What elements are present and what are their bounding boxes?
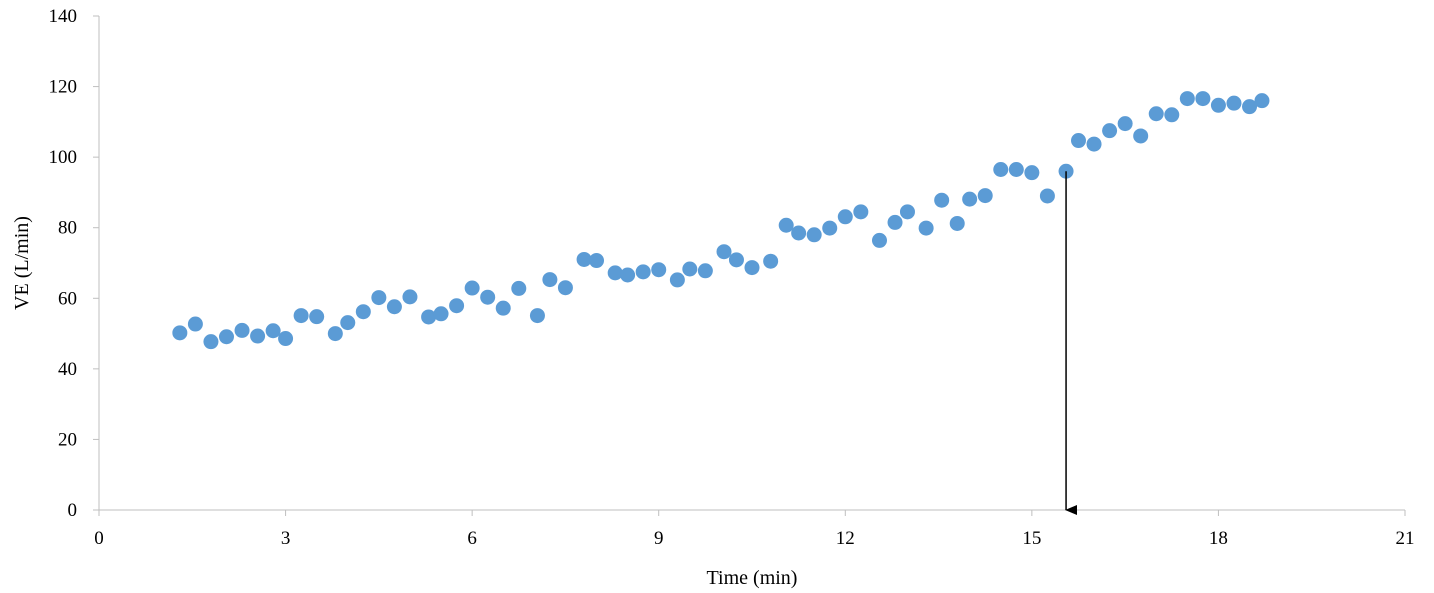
data-point [1008,161,1024,177]
data-point [511,280,527,296]
x-tick-label: 9 [654,528,664,549]
data-point [576,251,592,267]
data-point [887,214,903,230]
data-point [899,204,915,220]
data-point [495,300,511,316]
data-point [1179,91,1195,107]
x-tick-label: 18 [1209,528,1228,549]
data-point [682,261,698,277]
x-axis-title: Time (min) [707,567,798,589]
y-tick-label: 100 [49,147,78,168]
data-point [744,260,760,276]
data-point [278,331,294,347]
y-axis-title: VE (L/min) [11,216,33,310]
y-tick-label: 120 [49,77,78,98]
data-point [542,272,558,288]
data-point [837,209,853,225]
y-tick-label: 60 [58,288,77,309]
data-point [187,316,203,332]
data-point [1102,123,1118,139]
x-tick-label: 21 [1396,528,1415,549]
data-point [949,215,965,231]
x-tick-label: 12 [836,528,855,549]
data-point [778,217,794,233]
y-tick-label: 40 [58,359,77,380]
data-point [433,306,449,322]
x-tick-label: 15 [1022,528,1041,549]
data-point [1117,116,1133,132]
data-point [589,253,605,269]
data-point [1086,136,1102,152]
data-point [1148,106,1164,122]
data-point [1071,133,1086,149]
data-point [340,315,356,331]
axes: 0 20 40 60 80 100 120 140 0 3 6 9 12 15 18 21 [49,6,1415,549]
data-point [449,298,465,314]
data-point [1133,128,1149,144]
data-point [993,161,1009,177]
data-points [172,91,1270,350]
data-point [293,308,309,324]
data-point [557,280,573,296]
x-tick-label: 3 [281,528,291,549]
data-point [763,253,779,269]
data-point [1226,95,1242,111]
x-tick-label: 6 [467,528,477,549]
data-point [871,232,887,248]
data-point [529,308,545,324]
data-point [371,290,387,306]
data-point [464,280,480,296]
data-point [934,192,950,208]
data-point [1024,165,1040,181]
data-point [806,227,822,243]
data-point [669,272,685,288]
data-point [728,252,744,268]
data-point [480,289,496,305]
data-point [218,329,234,345]
y-tick-label: 140 [49,6,78,27]
data-point [635,264,651,280]
data-point [1195,91,1211,107]
data-point [977,188,993,204]
y-tick-label: 80 [58,218,77,239]
data-point [234,322,250,338]
data-point [791,225,807,241]
data-point [822,220,838,236]
data-point [327,326,343,342]
data-point [265,323,281,339]
data-point [620,267,636,283]
data-point [1242,99,1258,115]
data-point [309,309,325,325]
data-point [1210,97,1226,113]
data-point [1254,93,1270,109]
y-tick-label: 0 [68,500,78,521]
data-point [402,289,418,305]
data-point [203,334,219,350]
data-point [962,191,978,207]
data-point [386,299,402,315]
data-point [355,304,371,320]
y-tick-label: 20 [58,429,77,450]
data-point [918,220,934,236]
data-point [607,265,623,281]
data-point [421,309,437,325]
data-point [853,204,869,220]
data-point [1164,107,1180,123]
data-point [250,328,266,344]
x-tick-label: 0 [94,528,104,549]
data-point [716,244,732,260]
data-point [651,262,667,278]
data-point [172,325,188,341]
data-point [1039,188,1055,204]
data-point [697,263,713,279]
